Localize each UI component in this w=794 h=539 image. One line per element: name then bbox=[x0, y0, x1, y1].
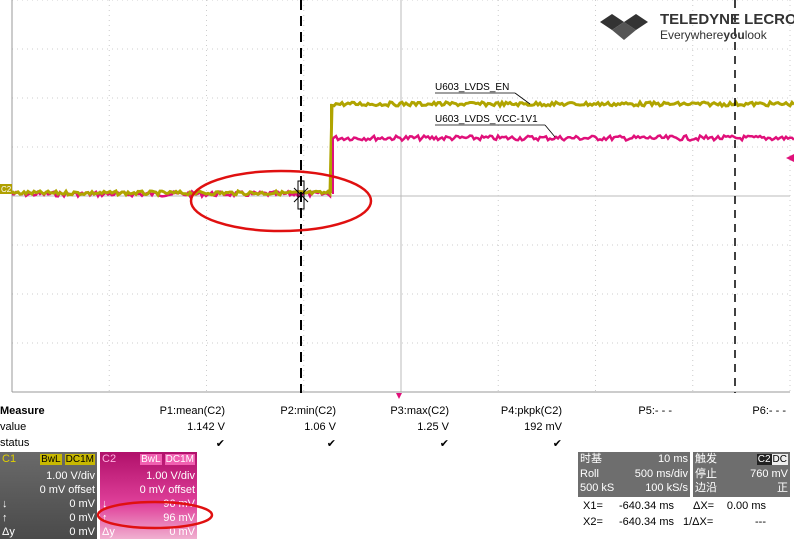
row-label: status bbox=[0, 437, 30, 449]
row-key: ↑ bbox=[2, 512, 8, 524]
tagline-part: look bbox=[745, 28, 768, 42]
trace-label: U603_LVDS_EN bbox=[435, 82, 509, 93]
cursor-value: --- bbox=[755, 516, 766, 528]
trigger-tag: C2 bbox=[756, 454, 772, 465]
status-check: ✔ bbox=[215, 438, 225, 450]
trigger-title: 触发 bbox=[695, 453, 717, 465]
channel-marker: C2 bbox=[1, 185, 12, 194]
row-value: 正 bbox=[777, 482, 788, 494]
row-key: 停止 bbox=[695, 468, 717, 480]
row-value: 96 mV bbox=[163, 512, 195, 524]
measure-param[interactable]: P6:- - - bbox=[752, 405, 786, 417]
measure-param[interactable]: P3:max(C2) bbox=[390, 405, 449, 417]
row-value: 500 ms/div bbox=[634, 468, 688, 480]
cursor-key: 1/ΔX= bbox=[683, 516, 714, 528]
tagline-part: Everywhere bbox=[660, 28, 724, 42]
trigger-tag: DC bbox=[771, 454, 788, 465]
row-value: 0 mV bbox=[169, 526, 195, 538]
waveform-display: C2 U603_LVDS_EN U603_LVDS_VCC-1V1 TELEDY… bbox=[0, 0, 794, 399]
row-value: 0 mV bbox=[69, 498, 95, 510]
channel-offset: 0 mV offset bbox=[39, 484, 95, 496]
logo-tagline: Everywhereyoulook bbox=[660, 28, 768, 42]
status-check: ✔ bbox=[439, 438, 449, 450]
channel-c2-box[interactable]: C2 BwL DC1M 1.00 V/div 0 mV offset ↓ 96 m… bbox=[100, 452, 197, 539]
traces bbox=[11, 99, 794, 200]
channel-name: C1 bbox=[2, 453, 17, 465]
measure-param[interactable]: P1:mean(C2) bbox=[159, 405, 225, 417]
highlight-ellipse bbox=[189, 169, 373, 233]
highlight-ellipse bbox=[96, 500, 214, 530]
channel-scale: 1.00 V/div bbox=[146, 470, 195, 482]
trigger-position-marker bbox=[396, 393, 402, 399]
crosshair-cursor bbox=[293, 180, 309, 210]
label-leader bbox=[544, 124, 556, 138]
timebase-value: 10 ms bbox=[658, 453, 688, 465]
measure-value: 1.142 V bbox=[187, 421, 225, 433]
channel-scale: 1.00 V/div bbox=[46, 470, 95, 482]
cursor-value: 0.00 ms bbox=[726, 500, 766, 512]
row-key: ↑ bbox=[102, 512, 108, 524]
label-leader bbox=[514, 92, 531, 105]
row-key: Roll bbox=[580, 468, 599, 480]
row-value: 0 mV bbox=[69, 512, 95, 524]
timebase-box[interactable]: 时基 10 ms Roll 500 ms/div 500 kS 100 kS/s bbox=[578, 452, 690, 497]
row-key: Δy bbox=[2, 526, 15, 538]
trace-c1 bbox=[11, 99, 794, 198]
status-check: ✔ bbox=[326, 438, 336, 450]
measure-value: 1.06 V bbox=[304, 421, 336, 433]
row-key: 边沿 bbox=[695, 482, 717, 494]
highlight-ellipse-wrap bbox=[96, 500, 214, 530]
measure-param[interactable]: P2:min(C2) bbox=[280, 405, 336, 417]
channel-tag: BwL bbox=[40, 454, 62, 465]
trace-label: U603_LVDS_VCC-1V1 bbox=[435, 114, 538, 125]
status-check: ✔ bbox=[552, 438, 562, 450]
channel-c1-box[interactable]: C1 BwL DC1M 1.00 V/div 0 mV offset ↓ 0 mV… bbox=[0, 452, 97, 539]
row-key: Δy bbox=[102, 526, 115, 538]
row-key: ↓ bbox=[102, 498, 108, 510]
measure-value: 1.25 V bbox=[417, 421, 449, 433]
trigger-level-marker bbox=[786, 154, 794, 162]
row-value: 760 mV bbox=[750, 468, 788, 480]
cursor-value: -640.34 ms bbox=[618, 500, 674, 512]
cursor-key: X1= bbox=[583, 500, 603, 512]
row-key: ↓ bbox=[2, 498, 8, 510]
trace-c2 bbox=[11, 133, 794, 200]
channel-tag: DC1M bbox=[164, 454, 195, 465]
measure-param[interactable]: P4:pkpk(C2) bbox=[500, 405, 562, 417]
measure-value: 192 mV bbox=[524, 421, 562, 433]
cursor-key: X2= bbox=[583, 516, 603, 528]
cursor-value: -640.34 ms bbox=[618, 516, 674, 528]
row-value: 100 kS/s bbox=[645, 482, 688, 494]
measure-header: Measure bbox=[0, 405, 45, 417]
channel-offset: 0 mV offset bbox=[139, 484, 195, 496]
channel-tag: DC1M bbox=[64, 454, 95, 465]
logo-brand: TELEDYNE LECROY bbox=[660, 11, 794, 28]
tagline-part: you bbox=[723, 28, 744, 42]
measure-param[interactable]: P5:- - - bbox=[638, 405, 672, 417]
timebase-title: 时基 bbox=[580, 453, 602, 465]
row-value: 0 mV bbox=[69, 526, 95, 538]
cursor-key: ΔX= bbox=[693, 500, 715, 512]
channel-name: C2 bbox=[102, 453, 117, 465]
grid bbox=[11, 0, 791, 393]
row-label: value bbox=[0, 421, 27, 433]
logo: TELEDYNE LECROY Everywhereyoulook bbox=[600, 11, 794, 42]
channel-marker-bg bbox=[0, 184, 12, 194]
channel-tag: BwL bbox=[140, 454, 162, 465]
row-key: 500 kS bbox=[580, 482, 615, 494]
trigger-box[interactable]: 触发 C2 DC 停止 760 mV 边沿 正 bbox=[693, 452, 790, 497]
